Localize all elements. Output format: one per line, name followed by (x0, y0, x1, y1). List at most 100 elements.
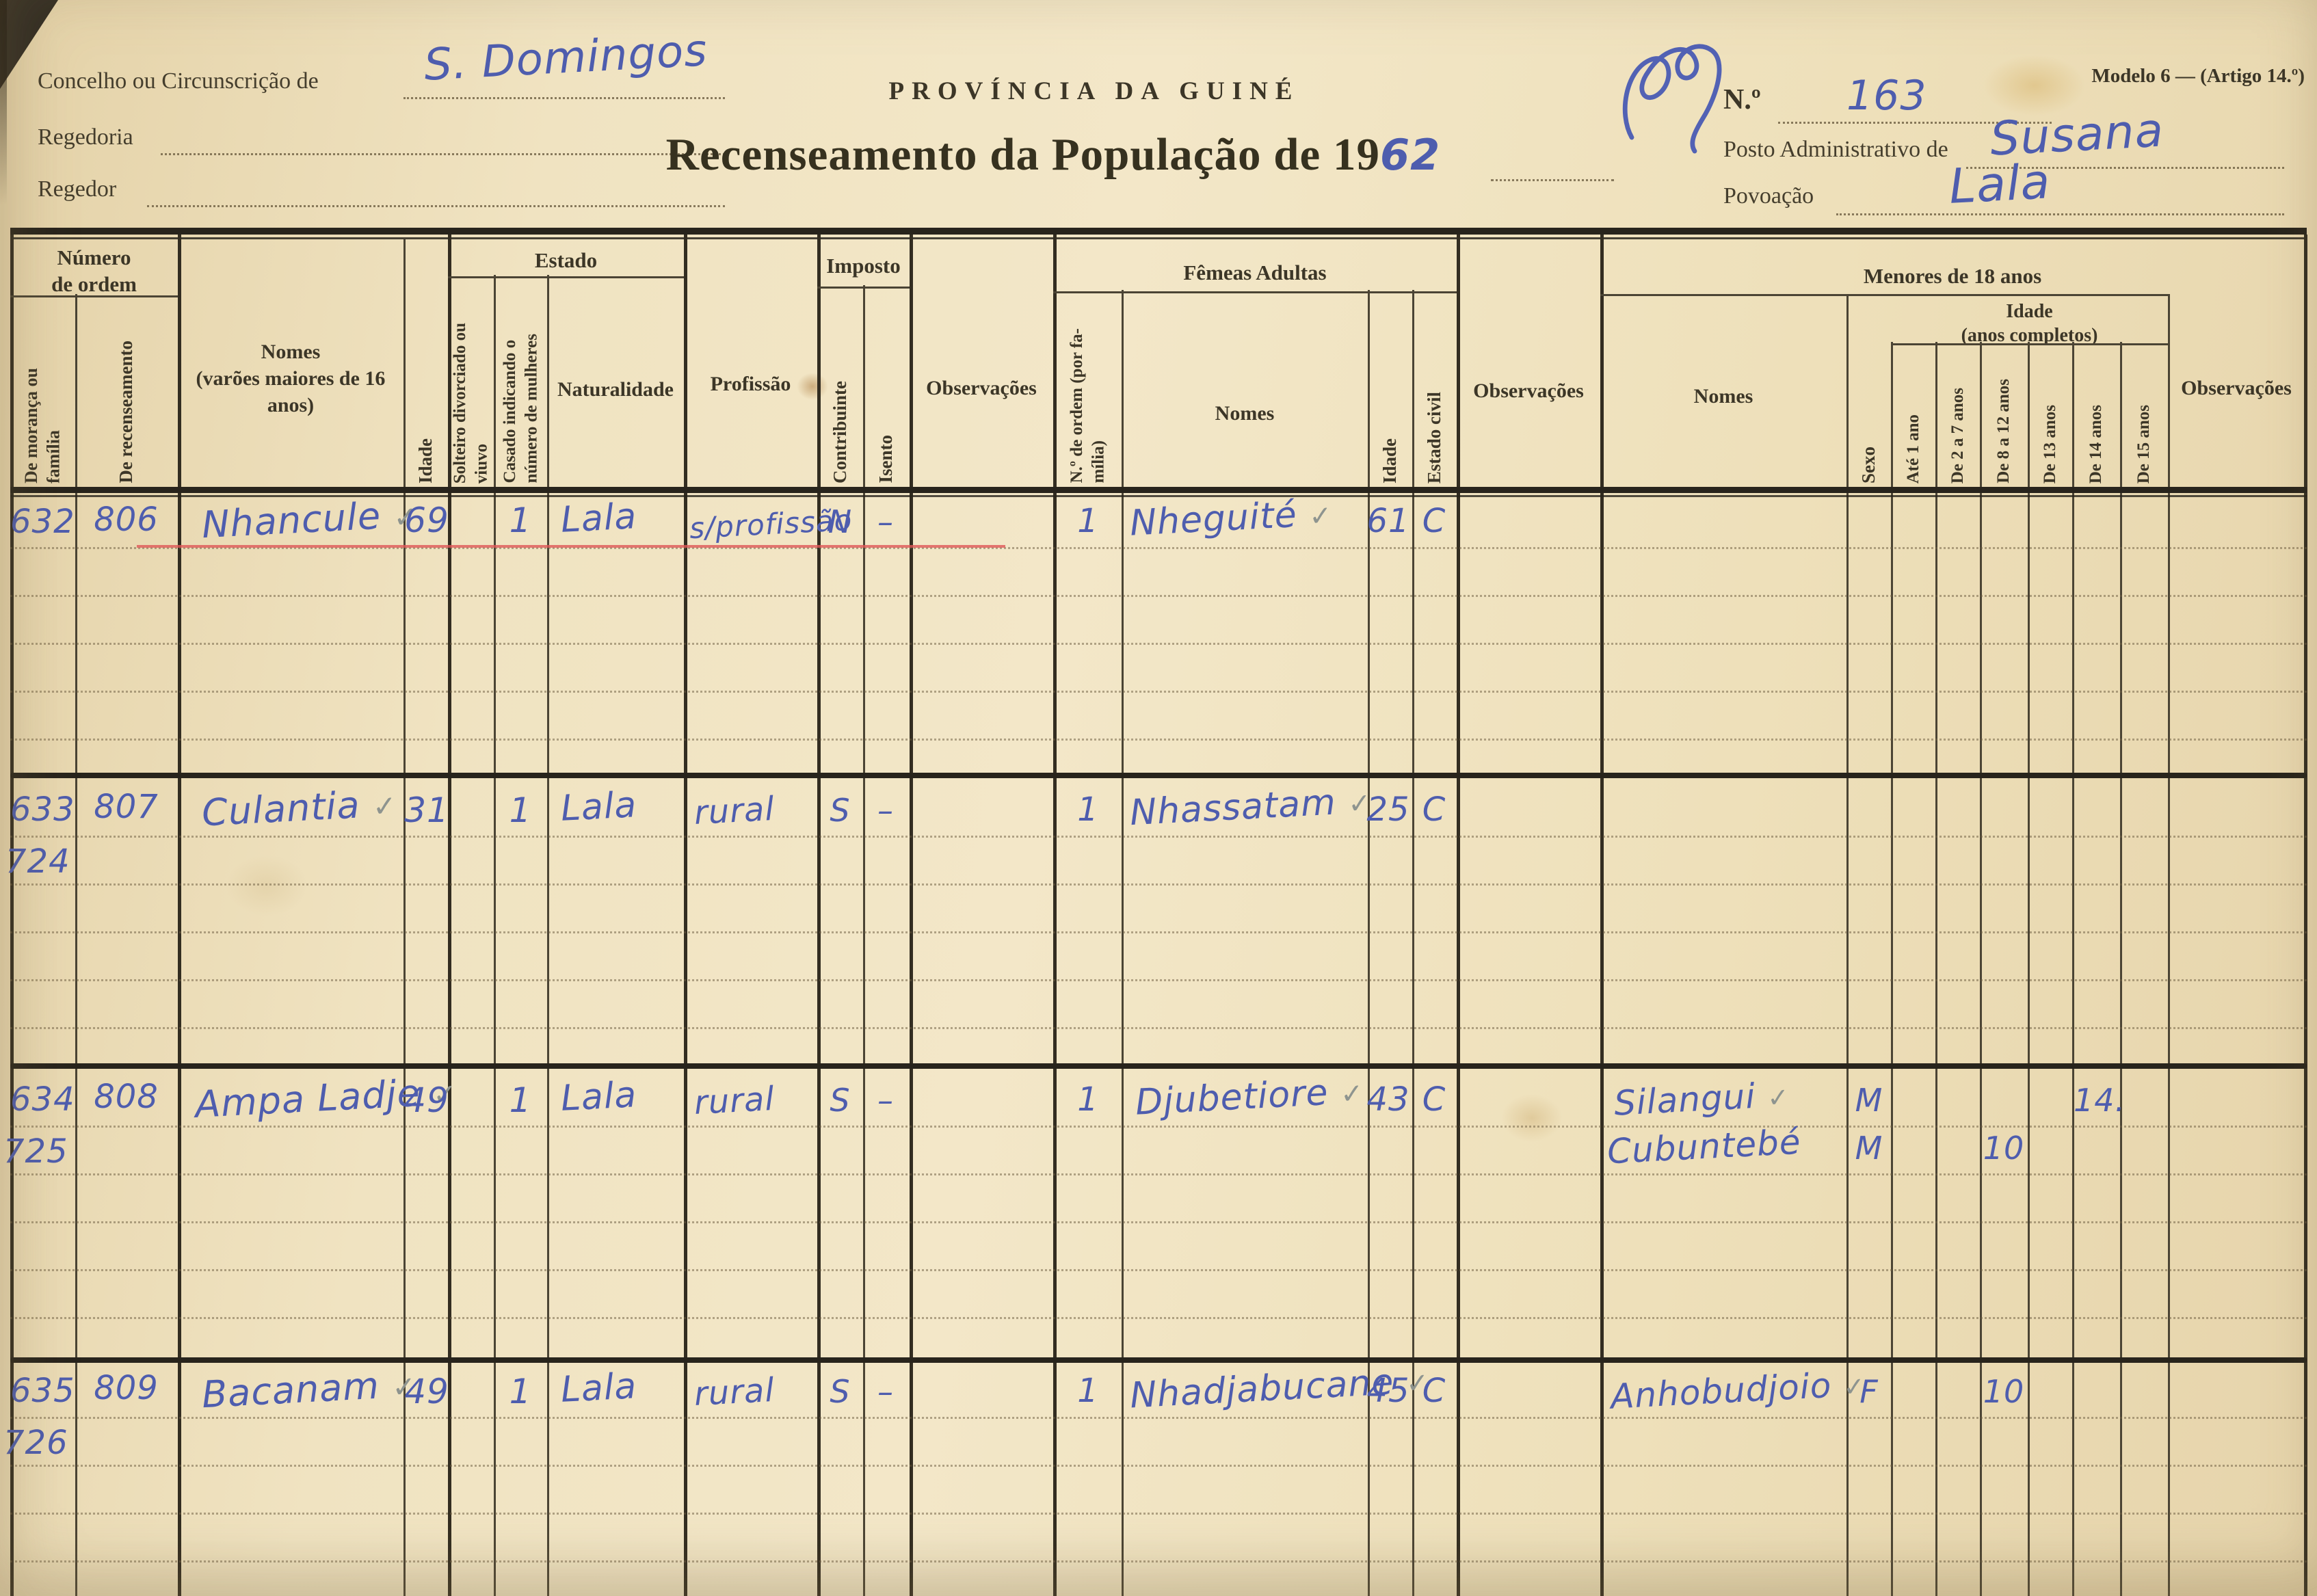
row-fa-estado: C (1422, 1080, 1446, 1119)
group-femeas-adultas: Fêmeas Adultas (1183, 261, 1327, 284)
col-line (1457, 235, 1460, 1596)
header-observacoes-1: Observações (926, 377, 1037, 399)
row-moranca-extra: 725 (3, 1132, 68, 1171)
row-fa-nome: Djubetiore ✓ (1134, 1072, 1365, 1123)
header-fa-idade: Idade (1379, 438, 1400, 483)
header-bottom-rule-2 (10, 495, 2307, 497)
row-nome: Nhancule ✓ (200, 494, 419, 547)
header-observacoes-3: Observações (2181, 377, 2292, 399)
form-title: Recenseamento da População de 1962 (520, 129, 1587, 181)
ruling-line (10, 1417, 2307, 1419)
regedor-label: Regedor (38, 176, 117, 202)
povoacao-label: Povoação (1723, 183, 1814, 209)
col-line (910, 235, 913, 1596)
row-contribuinte: N (828, 503, 853, 540)
red-ink-line (137, 545, 1005, 548)
ruling-line (10, 836, 2307, 838)
table-top-rule (10, 228, 2307, 235)
row-fa-estado: C (1422, 790, 1446, 829)
numero-fill-line (1778, 122, 2052, 124)
group-underline (448, 276, 684, 278)
concelho-label: Concelho ou Circunscrição de (38, 68, 319, 94)
minor-idade: 14. (2074, 1082, 2126, 1119)
row-casado: 1 (509, 501, 532, 540)
row-isento: – (877, 1373, 894, 1410)
form-title-prefix: Recenseamento da População de 19 (665, 129, 1381, 180)
row-fa-nome: Nheguité ✓ (1128, 494, 1334, 544)
row-fa-nome: Nhassatam ✓ (1128, 782, 1373, 834)
ruling-line (10, 979, 2307, 981)
row-moranca: 635 (10, 1372, 75, 1410)
header-menores-nomes: Nomes (1693, 385, 1753, 408)
col-line (2072, 342, 2074, 1596)
col-line (1122, 290, 1124, 1596)
row-fa-estado: C (1422, 1372, 1446, 1410)
regedoria-fill-line (161, 153, 725, 155)
paper-stain (1501, 1094, 1563, 1142)
ruling-line (10, 739, 2307, 741)
header-observacoes-2: Observações (1473, 380, 1584, 402)
group-underline (1600, 294, 2168, 296)
row-contribuinte: S (830, 1373, 851, 1410)
row-naturalidade: Lala (559, 784, 638, 829)
row-isento: – (877, 1082, 894, 1119)
col-line (2304, 235, 2307, 1596)
col-line (1935, 342, 1937, 1596)
ruling-line (10, 643, 2307, 645)
minor-nome: Anhobudjoio ✓ (1609, 1365, 1867, 1417)
minor-sexo: F (1859, 1373, 1879, 1410)
minor-nome: Silangui ✓ (1613, 1076, 1791, 1123)
header-ate1: Até 1 ano (1903, 414, 1922, 483)
header-recenseamento: De recenseamento (116, 341, 137, 483)
row-fa-num: 1 (1077, 1372, 1099, 1410)
row-nome: Bacanam ✓ (200, 1364, 418, 1417)
regedoria-label: Regedoria (38, 124, 133, 150)
header-sexo: Sexo (1857, 447, 1879, 483)
col-line (494, 275, 496, 1596)
form-title-year: 62 (1380, 130, 1441, 180)
header-fa-estado: Estado civil (1423, 391, 1444, 483)
row-naturalidade: Lala (559, 496, 638, 541)
row-naturalidade: Lala (559, 1366, 638, 1411)
block-divider (10, 1063, 2307, 1069)
row-idade: 69 (404, 501, 449, 540)
minor-idade: 10 (1983, 1130, 2025, 1167)
header-de15: De 15 anos (2134, 404, 2154, 483)
col-line (817, 235, 821, 1596)
pencil-tick: ✓ (1339, 1078, 1365, 1111)
group-idade-completos: Idade (anos completos) (1961, 301, 2098, 346)
header-casado: Casado indicando o número de mulheres (500, 334, 540, 483)
povoacao-value: Lala (1947, 153, 2052, 215)
col-line (863, 285, 865, 1596)
header-isento: Isento (875, 435, 897, 483)
row-fa-idade: 25 (1366, 790, 1410, 829)
row-naturalidade: Lala (559, 1074, 638, 1119)
row-fa-idade: 61 (1366, 502, 1410, 540)
year-fill-line (1491, 179, 1614, 181)
model-label: Modelo 6 — (Artigo 14.º) (2091, 65, 2305, 87)
header-de13: De 13 anos (2040, 404, 2059, 483)
ruling-line (10, 1317, 2307, 1319)
posto-label: Posto Administrativo de (1723, 137, 1948, 162)
row-profissao: rural (693, 789, 776, 833)
row-fa-estado: C (1422, 502, 1446, 540)
header-contribuinte: Contribuinte (829, 380, 850, 483)
ruling-line (10, 547, 2307, 549)
posto-fill-line (1966, 167, 2284, 169)
row-isento: – (877, 503, 894, 540)
ruling-line (10, 883, 2307, 886)
minor-sexo: M (1855, 1130, 1883, 1167)
col-line (1053, 235, 1057, 1596)
row-contribuinte: S (830, 1082, 851, 1119)
pencil-tick: ✓ (1308, 500, 1334, 533)
col-line (2168, 294, 2170, 1596)
header-nomes-varoes: Nomes (varões maiores de 16 anos) (196, 341, 386, 416)
header-bottom-rule (10, 487, 2307, 493)
col-line (1412, 290, 1414, 1596)
header-de2a7: De 2 a 7 anos (1948, 387, 1967, 483)
numero-label: N.º (1723, 84, 1761, 116)
row-recenseamento: 806 (94, 501, 159, 539)
row-recenseamento: 809 (94, 1369, 159, 1407)
header-solteiro: Solteiro divorciado ou viuvo (451, 322, 491, 483)
group-imposto: Imposto (826, 254, 901, 278)
